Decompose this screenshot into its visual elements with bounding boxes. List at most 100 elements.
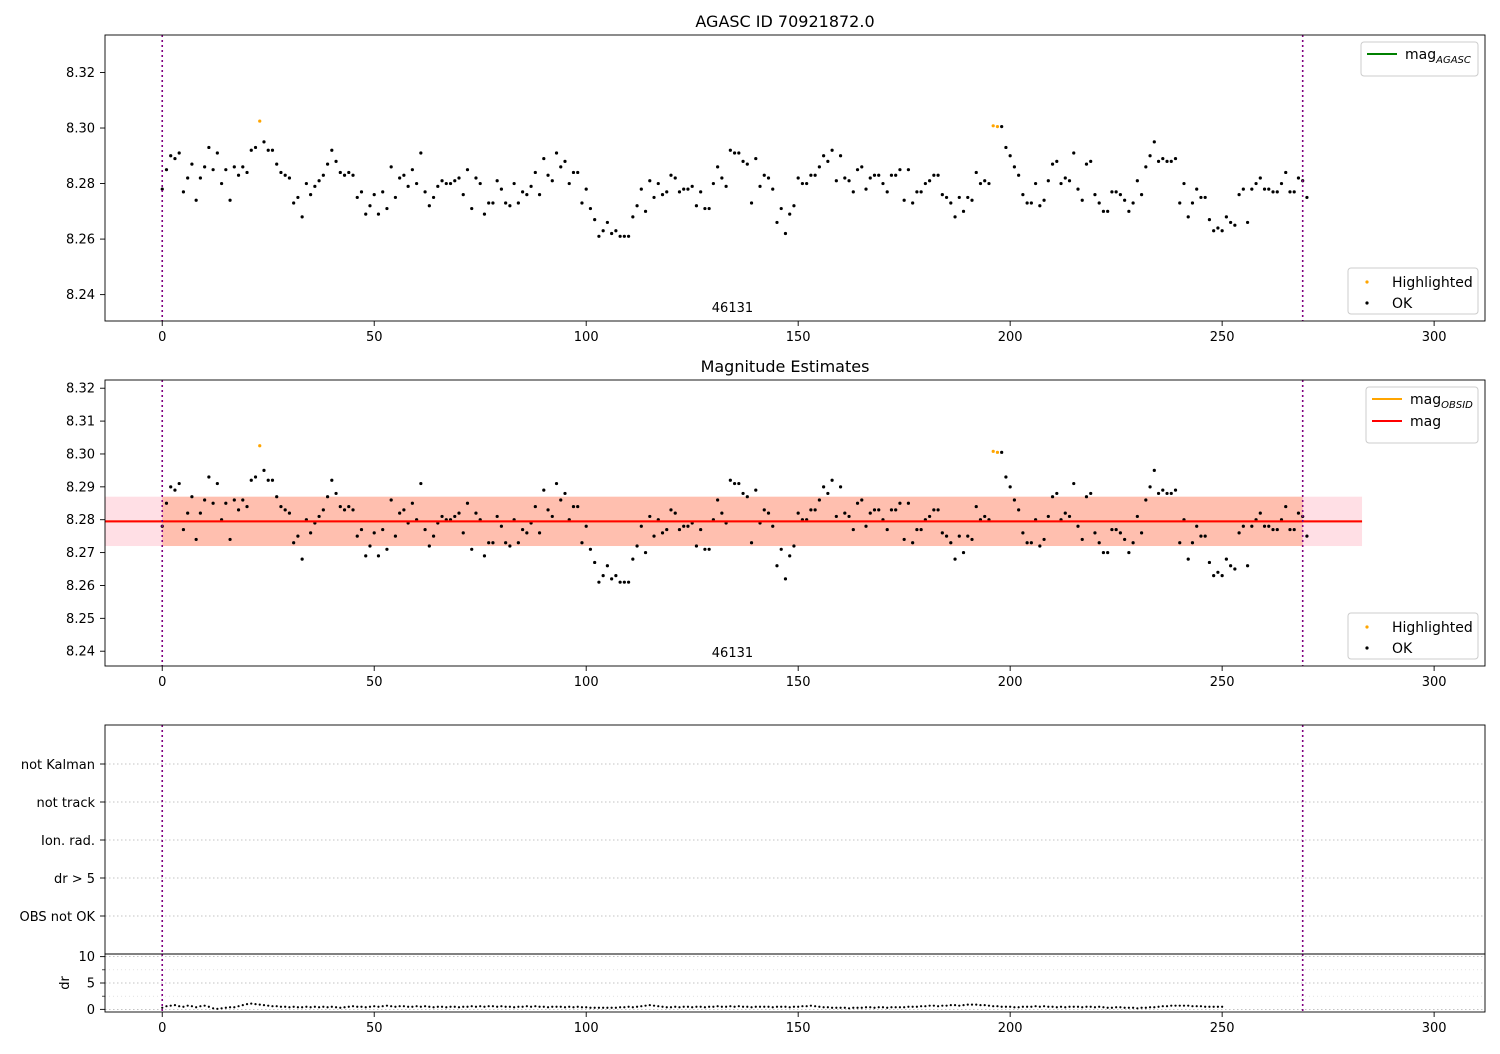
ok-point	[211, 501, 215, 505]
dr-point	[1140, 1006, 1143, 1009]
legend-line-subscript: AGASC	[1435, 55, 1471, 66]
legend-highlighted-marker	[1365, 625, 1369, 629]
ok-point	[1292, 527, 1296, 532]
ok-point	[381, 527, 385, 532]
dr-point	[1013, 1006, 1016, 1009]
ok-point	[1067, 514, 1072, 519]
x-tick-label: 100	[574, 330, 599, 345]
ok-point	[584, 524, 588, 528]
x-tick-label: 150	[786, 675, 811, 690]
ok-point	[1123, 537, 1127, 542]
dr-point	[606, 1006, 609, 1009]
dr-point	[936, 1005, 940, 1008]
dr-point	[767, 1005, 770, 1008]
ok-point	[211, 168, 215, 172]
dr-point	[792, 1005, 796, 1008]
legend-line-label: magOBSID	[1410, 392, 1473, 411]
ok-point	[495, 179, 499, 183]
dr-point	[1081, 1006, 1084, 1009]
ok-point	[1203, 195, 1207, 200]
ok-point	[368, 204, 372, 208]
x-tick-label: 0	[158, 1021, 166, 1036]
dr-point	[428, 1005, 431, 1008]
ok-point	[817, 165, 821, 169]
ok-point	[342, 173, 347, 177]
ok-point	[275, 495, 279, 499]
y-tick-label: 8.27	[66, 546, 95, 561]
ok-point	[966, 195, 970, 200]
legend-line-label: magAGASC	[1405, 47, 1471, 66]
dr-point	[911, 1005, 914, 1008]
dr-point	[542, 1005, 545, 1008]
highlighted-point	[991, 124, 995, 128]
dr-point	[351, 1005, 355, 1008]
ok-point	[830, 148, 834, 152]
flag-category-label: OBS not OK	[20, 910, 96, 925]
ok-point	[1178, 541, 1182, 545]
ok-point	[266, 148, 270, 152]
ok-point	[601, 573, 605, 578]
ok-point	[1004, 145, 1008, 150]
dr-point	[648, 1004, 651, 1007]
ok-point	[961, 550, 966, 555]
ok-point	[287, 176, 292, 180]
ok-point	[936, 173, 940, 177]
dr-point	[898, 1006, 902, 1009]
ok-point	[1029, 541, 1033, 545]
ok-point	[796, 511, 800, 515]
ok-point	[983, 514, 987, 519]
dr-point	[775, 1005, 779, 1008]
ok-point	[902, 198, 906, 202]
ok-point	[953, 557, 957, 561]
dr-point	[1021, 1005, 1024, 1008]
ok-point	[203, 498, 207, 502]
ok-point	[160, 187, 164, 191]
ok-point	[287, 511, 292, 515]
ok-point	[521, 527, 525, 532]
dr-point	[165, 1005, 168, 1008]
ok-point	[703, 206, 707, 211]
dr-point	[589, 1006, 592, 1009]
flag-category-label: Ion. rad.	[41, 834, 95, 849]
ok-point	[834, 514, 838, 519]
ok-point	[359, 527, 364, 532]
ok-point	[1245, 220, 1250, 225]
dr-point	[818, 1005, 821, 1008]
ok-point	[919, 527, 923, 532]
ok-point	[1190, 201, 1195, 205]
dr-point	[1085, 1005, 1088, 1008]
ok-point	[643, 209, 648, 213]
dr-point	[449, 1005, 452, 1008]
ok-point	[779, 547, 783, 551]
ok-point	[262, 140, 266, 144]
ok-point	[1004, 475, 1008, 479]
dr-point	[674, 1005, 677, 1008]
dr-point	[224, 1006, 227, 1009]
ok-point	[470, 547, 474, 551]
dr-point	[1076, 1005, 1080, 1008]
dr-point	[1030, 1005, 1033, 1008]
ok-point	[559, 165, 563, 169]
dr-point	[555, 1005, 558, 1008]
dr-point	[356, 1005, 359, 1008]
dr-point	[1123, 1006, 1126, 1009]
ok-point	[923, 181, 927, 186]
ok-point	[1169, 491, 1173, 496]
ok-point	[1135, 179, 1139, 183]
dr-point	[415, 1005, 418, 1008]
ok-point	[521, 190, 525, 194]
dr-point	[784, 1005, 787, 1008]
ok-point	[622, 234, 626, 238]
ok-point	[711, 181, 715, 186]
ok-point	[1207, 218, 1212, 222]
dr-point	[1212, 1005, 1215, 1008]
dr-point	[190, 1005, 194, 1008]
dr-point	[907, 1005, 910, 1008]
x-tick-label: 150	[786, 1021, 811, 1036]
y-axis-label: dr	[58, 976, 73, 990]
legend-ok-marker	[1365, 646, 1369, 650]
ok-point	[419, 481, 423, 486]
dr-point	[381, 1005, 384, 1008]
x-tick-label: 300	[1422, 330, 1447, 345]
dr-point	[500, 1005, 503, 1008]
